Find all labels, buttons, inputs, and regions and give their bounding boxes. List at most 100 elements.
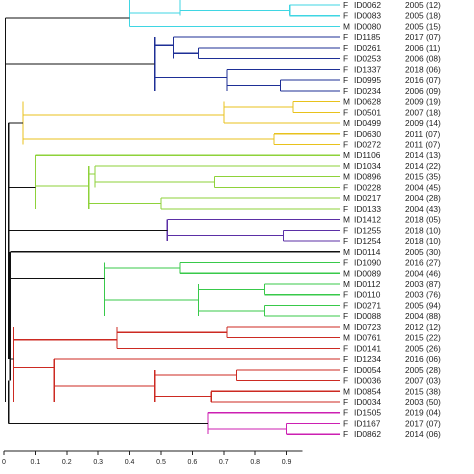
leaf-year-19: 2004 (43): [405, 204, 441, 214]
leaf-year-9: 2009 (19): [405, 97, 441, 107]
leaf-id-9: ID0628: [354, 97, 381, 107]
leaf-id-36: ID0854: [354, 386, 381, 396]
leaf-id-37: ID0034: [354, 397, 381, 407]
leaf-sex-0: F: [343, 0, 348, 10]
leaf-id-7: ID0995: [354, 75, 381, 85]
leaf-id-1: ID0083: [354, 11, 381, 21]
leaf-sex-30: M: [343, 322, 350, 332]
leaf-sex-21: F: [343, 225, 348, 235]
leaf-id-21: ID1255: [354, 225, 381, 235]
leaf-year-20: 2018 (05): [405, 215, 441, 225]
leaf-sex-32: F: [343, 343, 348, 353]
leaf-id-23: ID0114: [354, 247, 381, 257]
leaf-id-26: ID0112: [354, 279, 381, 289]
leaf-sex-40: F: [343, 429, 348, 439]
leaf-sex-37: F: [343, 397, 348, 407]
leaf-year-29: 2004 (88): [405, 311, 441, 321]
x-axis-tick-label-1: 0.1: [31, 459, 41, 466]
leaf-sex-16: M: [343, 172, 350, 182]
leaf-sex-25: M: [343, 268, 350, 278]
leaf-year-38: 2019 (04): [405, 408, 441, 418]
leaf-sex-9: M: [343, 97, 350, 107]
leaf-id-27: ID0110: [354, 290, 381, 300]
leaf-year-21: 2018 (10): [405, 225, 441, 235]
leaf-id-31: ID0761: [354, 333, 381, 343]
leaf-id-3: ID1185: [354, 32, 381, 42]
leaf-year-35: 2007 (03): [405, 376, 441, 386]
leaf-year-26: 2003 (87): [405, 279, 441, 289]
leaf-sex-31: M: [343, 333, 350, 343]
leaf-id-5: ID0253: [354, 54, 381, 64]
leaf-year-0: 2005 (12): [405, 0, 441, 10]
leaf-sex-19: F: [343, 204, 348, 214]
leaf-year-12: 2011 (07): [405, 129, 440, 139]
leaf-sex-8: F: [343, 86, 348, 96]
leaf-sex-5: F: [343, 54, 348, 64]
leaf-id-35: ID0036: [354, 376, 381, 386]
leaf-id-8: ID0234: [354, 86, 381, 96]
leaf-year-13: 2011 (07): [405, 139, 440, 149]
leaf-id-28: ID0271: [354, 300, 381, 310]
leaf-year-27: 2003 (76): [405, 290, 441, 300]
x-axis-tick-label-2: 0.2: [62, 459, 72, 466]
leaf-sex-14: M: [343, 150, 350, 160]
x-axis-tick-label-4: 0.4: [125, 459, 135, 466]
leaf-sex-23: M: [343, 247, 350, 257]
leaf-id-11: ID0499: [354, 118, 381, 128]
leaf-sex-36: M: [343, 386, 350, 396]
leaf-sex-12: F: [343, 129, 348, 139]
leaf-sex-18: M: [343, 193, 350, 203]
leaf-sex-6: F: [343, 64, 348, 74]
leaf-sex-27: F: [343, 290, 348, 300]
leaf-id-14: ID1106: [354, 150, 381, 160]
leaf-id-40: ID0862: [354, 429, 381, 439]
leaf-year-23: 2005 (30): [405, 247, 441, 257]
leaf-year-16: 2015 (35): [405, 172, 441, 182]
leaf-year-8: 2006 (09): [405, 86, 441, 96]
leaf-id-0: ID0062: [354, 0, 381, 10]
leaf-id-13: ID0272: [354, 139, 381, 149]
leaf-id-15: ID1034: [354, 161, 381, 171]
leaf-year-15: 2014 (22): [405, 161, 441, 171]
leaf-year-37: 2003 (50): [405, 397, 441, 407]
leaf-year-5: 2006 (08): [405, 54, 441, 64]
x-axis-tick-label-8: 0.8: [250, 459, 260, 466]
leaf-year-10: 2007 (18): [405, 107, 441, 117]
leaf-id-29: ID0088: [354, 311, 381, 321]
leaf-id-19: ID0133: [354, 204, 381, 214]
leaf-year-25: 2004 (46): [405, 268, 441, 278]
leaf-id-34: ID0054: [354, 365, 381, 375]
leaf-year-32: 2005 (26): [405, 343, 441, 353]
x-axis-tick-label-7: 0.7: [219, 459, 229, 466]
leaf-year-31: 2015 (22): [405, 333, 441, 343]
leaf-year-7: 2016 (07): [405, 75, 441, 85]
leaf-id-4: ID0261: [354, 43, 381, 53]
leaf-id-12: ID0630: [354, 129, 381, 139]
leaf-year-1: 2005 (18): [405, 11, 441, 21]
leaf-year-40: 2014 (06): [405, 429, 441, 439]
leaf-sex-17: F: [343, 182, 348, 192]
leaf-year-34: 2005 (28): [405, 365, 441, 375]
leaf-id-18: ID0217: [354, 193, 381, 203]
leaf-year-17: 2004 (45): [405, 182, 441, 192]
leaf-sex-20: M: [343, 215, 350, 225]
x-axis-tick-label-9: 0.9: [282, 459, 292, 466]
leaf-sex-13: F: [343, 139, 348, 149]
leaf-year-3: 2017 (07): [405, 32, 441, 42]
leaf-sex-33: F: [343, 354, 348, 364]
leaf-year-33: 2016 (06): [405, 354, 441, 364]
leaf-id-20: ID1412: [354, 215, 381, 225]
leaf-sex-1: F: [343, 11, 348, 21]
leaf-id-10: ID0501: [354, 107, 381, 117]
leaf-year-22: 2018 (10): [405, 236, 441, 246]
leaf-sex-39: F: [343, 418, 348, 428]
leaf-year-24: 2016 (27): [405, 258, 441, 268]
leaf-year-18: 2004 (28): [405, 193, 441, 203]
x-axis-tick-label-3: 0.3: [93, 459, 103, 466]
leaf-sex-38: F: [343, 408, 348, 418]
leaf-year-11: 2009 (14): [405, 118, 441, 128]
leaf-id-38: ID1505: [354, 408, 381, 418]
leaf-id-6: ID1337: [354, 64, 381, 74]
